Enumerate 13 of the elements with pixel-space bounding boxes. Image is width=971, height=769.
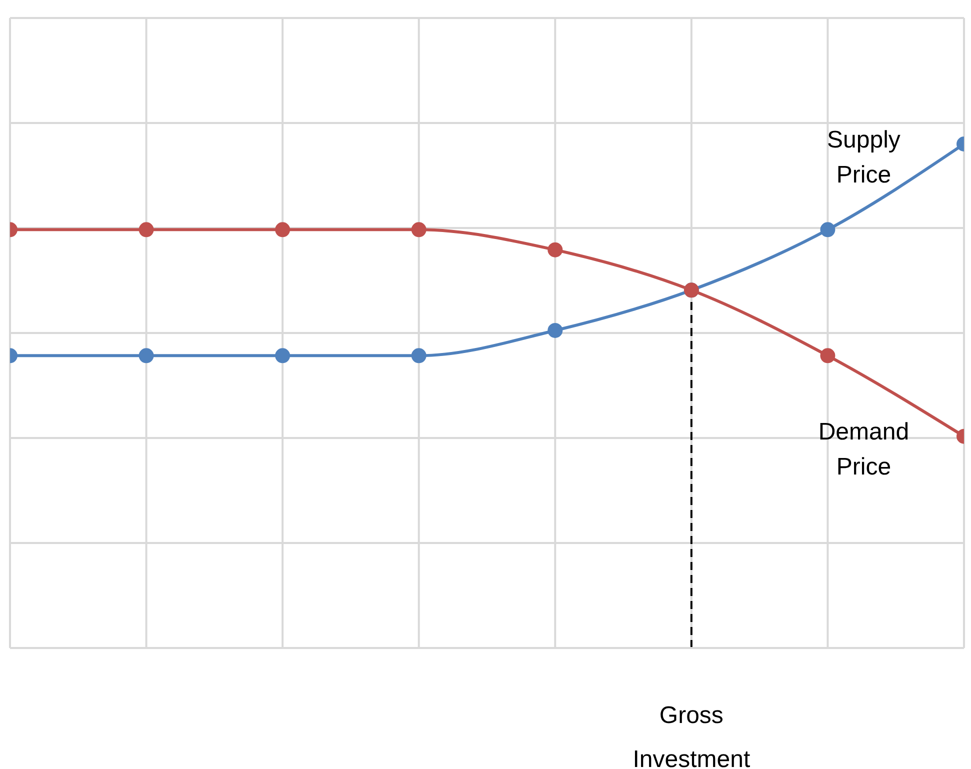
point — [275, 222, 290, 238]
text: Gross Investment — [632, 702, 750, 769]
point — [411, 348, 426, 364]
point — [138, 348, 154, 364]
point — [548, 322, 563, 338]
point — [138, 222, 154, 238]
point — [820, 222, 836, 238]
point — [275, 348, 290, 364]
point — [548, 242, 563, 258]
series-label: Demand Price — [818, 418, 910, 481]
series-label: Supply Price — [827, 126, 900, 189]
point — [411, 222, 426, 238]
point — [820, 348, 836, 364]
